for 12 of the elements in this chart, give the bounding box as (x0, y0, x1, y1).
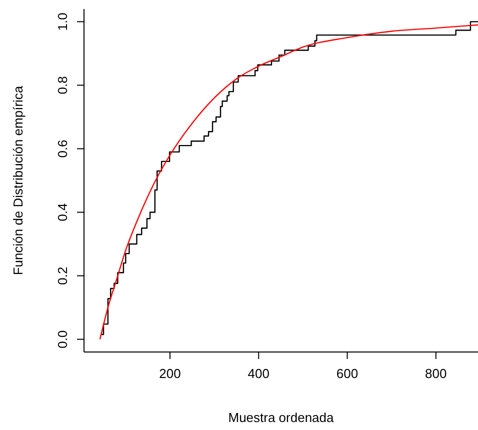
y-tick-label: 0.6 (55, 140, 70, 158)
y-tick-label: 0.4 (55, 203, 70, 222)
y-axis-title: Función de Distribución empírica (10, 85, 26, 276)
x-tick-label: 600 (336, 366, 358, 382)
x-tick-label: 400 (248, 366, 270, 382)
y-tick-label: 1.0 (55, 12, 70, 31)
x-axis-title: Muestra ordenada (228, 410, 335, 425)
x-tick-label: 800 (425, 366, 447, 382)
x-tick-label: 200 (159, 366, 181, 382)
y-tick-label: 0.0 (55, 330, 70, 348)
y-tick-label: 0.8 (55, 76, 70, 94)
y-tick-label: 0.2 (55, 266, 70, 285)
